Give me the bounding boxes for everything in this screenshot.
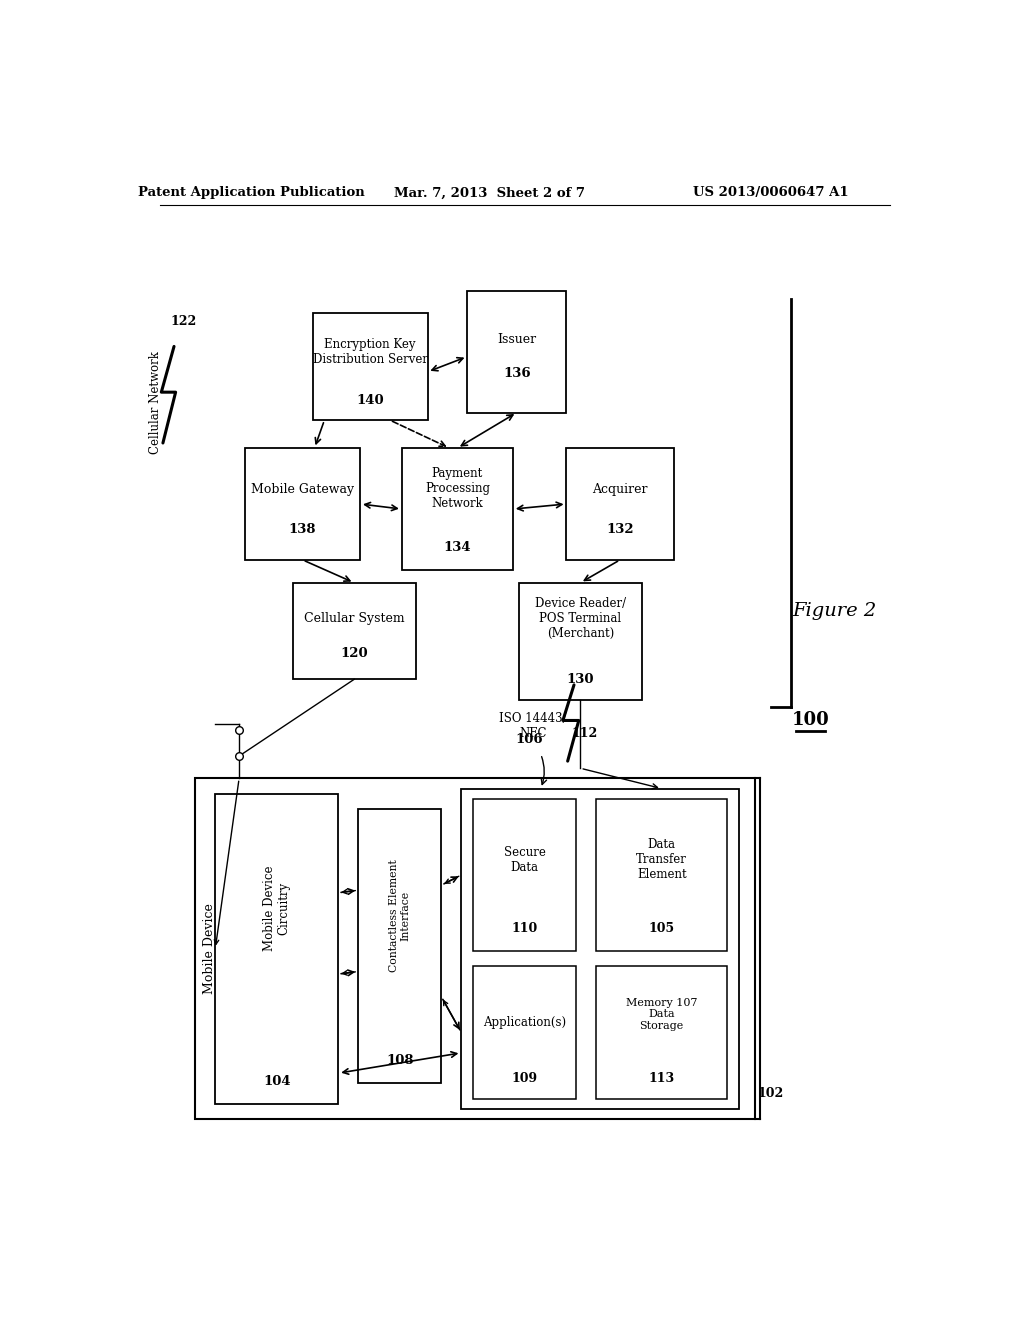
Text: Secure
Data: Secure Data bbox=[504, 846, 546, 874]
Bar bbox=[473, 966, 577, 1098]
Text: Contactless Element
Interface: Contactless Element Interface bbox=[389, 859, 411, 972]
Text: Payment
Processing
Network: Payment Processing Network bbox=[425, 467, 489, 511]
Bar bbox=[401, 447, 513, 570]
Text: Mar. 7, 2013  Sheet 2 of 7: Mar. 7, 2013 Sheet 2 of 7 bbox=[393, 186, 585, 199]
Text: Patent Application Publication: Patent Application Publication bbox=[137, 186, 365, 199]
Text: 100: 100 bbox=[792, 711, 829, 730]
Bar bbox=[312, 313, 428, 420]
Bar bbox=[467, 290, 566, 412]
Bar bbox=[293, 582, 416, 680]
Text: Data
Transfer
Element: Data Transfer Element bbox=[636, 838, 687, 882]
Text: Mobile Gateway: Mobile Gateway bbox=[251, 483, 354, 496]
Text: 120: 120 bbox=[340, 647, 368, 660]
Text: 104: 104 bbox=[263, 1074, 291, 1088]
Text: Figure 2: Figure 2 bbox=[793, 602, 877, 619]
Text: 140: 140 bbox=[356, 393, 384, 407]
Bar bbox=[596, 966, 727, 1098]
Bar bbox=[473, 799, 577, 952]
Text: 106: 106 bbox=[515, 734, 543, 746]
Bar bbox=[596, 799, 727, 952]
Bar bbox=[461, 788, 739, 1109]
Text: 112: 112 bbox=[571, 727, 597, 741]
Text: Cellular System: Cellular System bbox=[304, 612, 404, 626]
Text: US 2013/0060647 A1: US 2013/0060647 A1 bbox=[693, 186, 849, 199]
Text: Device Reader/
POS Terminal
(Merchant): Device Reader/ POS Terminal (Merchant) bbox=[535, 598, 626, 640]
Text: Encryption Key
Distribution Server: Encryption Key Distribution Server bbox=[312, 338, 428, 366]
Text: 109: 109 bbox=[512, 1072, 538, 1085]
Text: 134: 134 bbox=[443, 541, 471, 554]
Bar bbox=[519, 582, 642, 700]
Text: 132: 132 bbox=[606, 523, 634, 536]
Text: 113: 113 bbox=[648, 1072, 675, 1085]
Text: 110: 110 bbox=[512, 923, 538, 936]
Text: 102: 102 bbox=[758, 1086, 784, 1100]
Text: 122: 122 bbox=[170, 314, 197, 327]
Bar bbox=[358, 809, 441, 1084]
Text: Issuer: Issuer bbox=[498, 333, 537, 346]
Text: 105: 105 bbox=[648, 923, 675, 936]
Bar bbox=[245, 447, 360, 560]
Bar bbox=[566, 447, 674, 560]
Text: 108: 108 bbox=[386, 1055, 414, 1068]
Text: Mobile Device
Circuitry: Mobile Device Circuitry bbox=[263, 865, 291, 950]
Text: Mobile Device: Mobile Device bbox=[203, 903, 216, 994]
Text: Application(s): Application(s) bbox=[483, 1016, 566, 1028]
Text: 136: 136 bbox=[503, 367, 530, 380]
Text: Memory 107
Data
Storage: Memory 107 Data Storage bbox=[626, 998, 697, 1031]
Text: Cellular Network: Cellular Network bbox=[150, 351, 162, 454]
Text: ISO 14443/
NFC: ISO 14443/ NFC bbox=[499, 711, 566, 739]
Bar bbox=[215, 793, 338, 1104]
Text: Acquirer: Acquirer bbox=[592, 483, 648, 496]
Text: 138: 138 bbox=[289, 523, 316, 536]
Text: 130: 130 bbox=[566, 673, 594, 686]
Bar bbox=[196, 779, 755, 1119]
